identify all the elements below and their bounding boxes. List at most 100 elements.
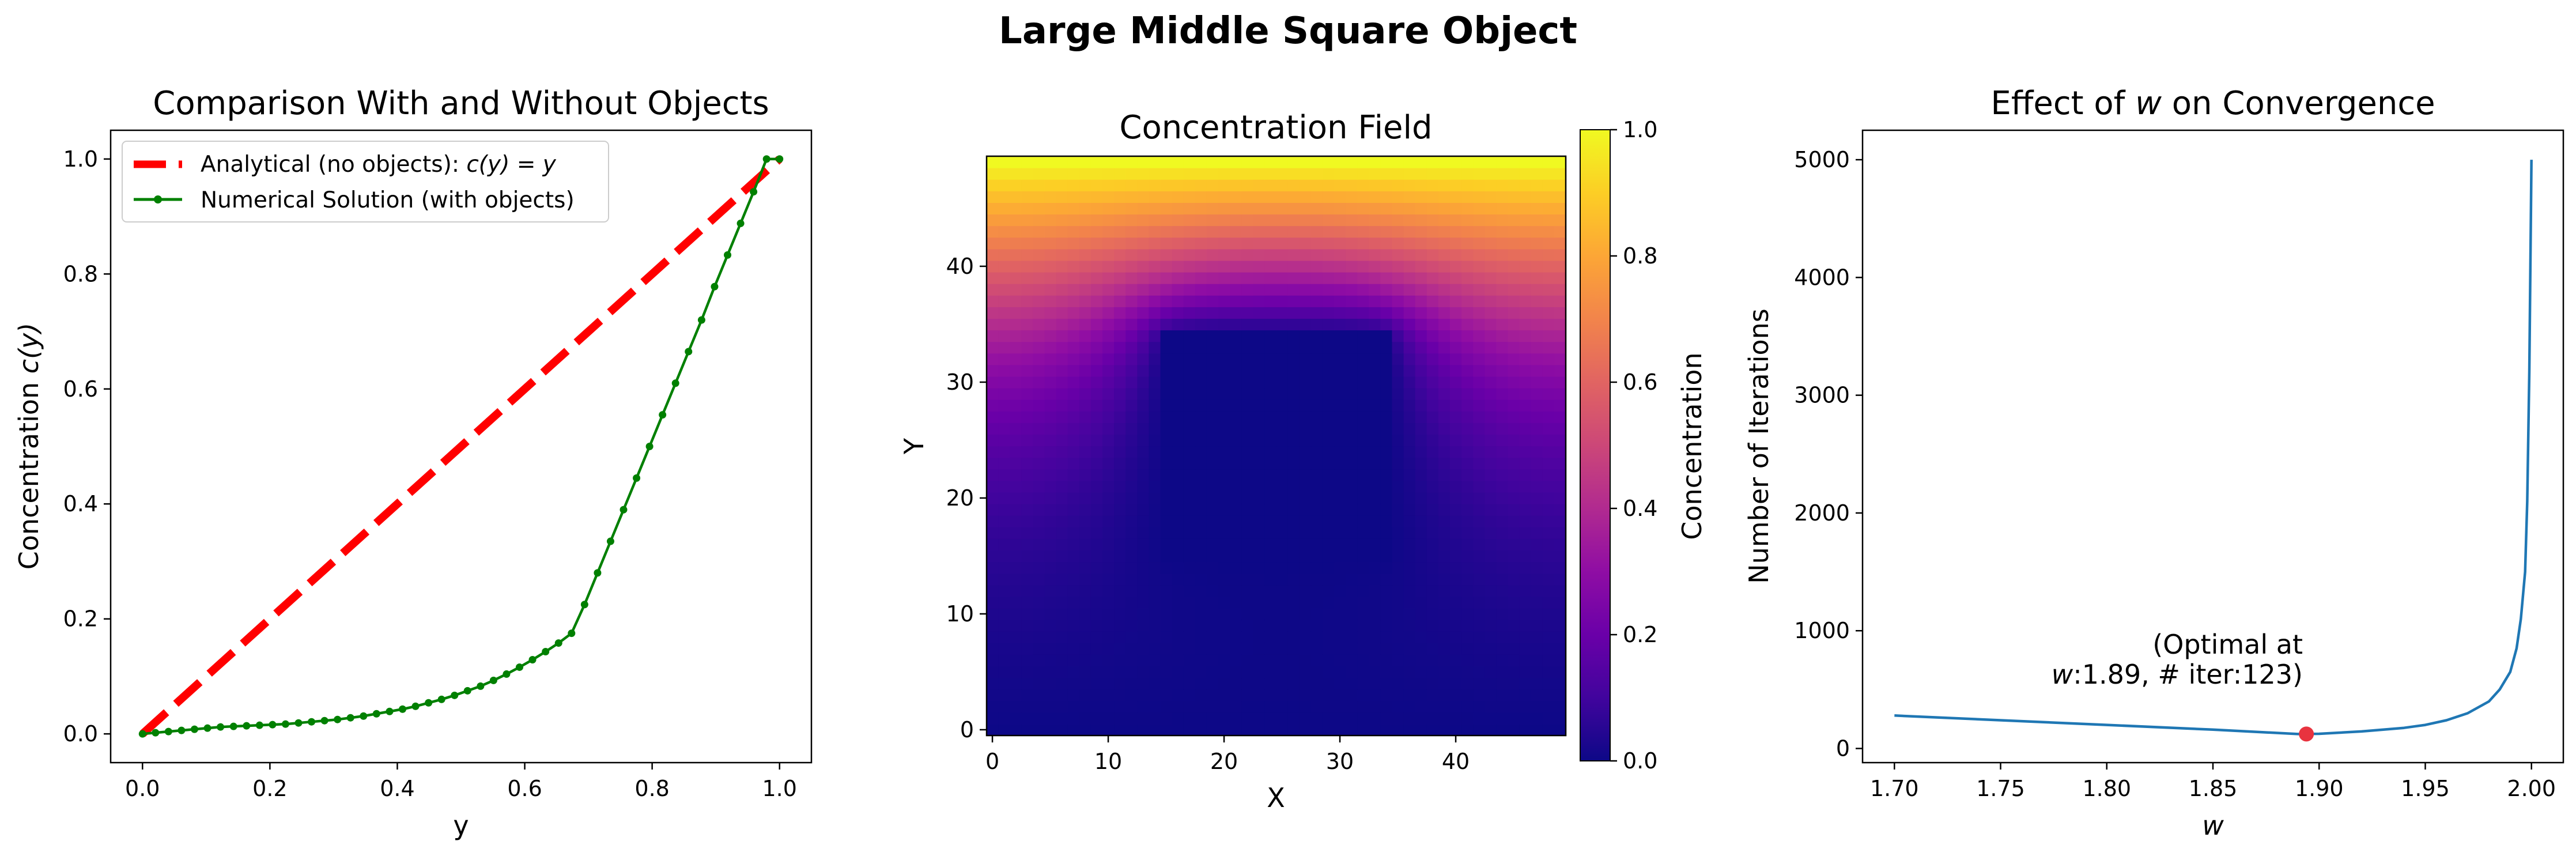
- panel-convergence: Effect of w on Convergence 1.70 1.75 1.80 1…: [1743, 85, 2564, 841]
- heatmap-cell: [1056, 550, 1068, 563]
- heatmap-cell: [1380, 712, 1393, 725]
- heatmap-cell: [1322, 654, 1335, 666]
- heatmap-cell: [1357, 284, 1369, 296]
- heatmap-cell: [1033, 492, 1045, 504]
- heatmap-cell: [1079, 388, 1091, 400]
- heatmap-cell: [1334, 643, 1346, 655]
- heatmap-cell: [1473, 307, 1485, 319]
- heatmap-cell: [987, 156, 999, 168]
- heatmap-cell: [1149, 353, 1161, 365]
- heatmap-cell: [1438, 480, 1451, 493]
- heatmap-cell: [1241, 202, 1253, 215]
- heatmap-cell: [1519, 457, 1532, 470]
- heatmap-cell: [1357, 492, 1369, 504]
- heatmap-cell: [1369, 399, 1381, 412]
- heatmap-cell: [1531, 156, 1543, 168]
- heatmap-cell: [1380, 237, 1393, 250]
- heatmap-cell: [1149, 214, 1161, 227]
- heatmap-cell: [1230, 631, 1242, 643]
- heatmap-cell: [1496, 156, 1509, 168]
- heatmap-cell: [1310, 677, 1323, 690]
- heatmap-cell: [1369, 225, 1381, 238]
- heatmap-cell: [1310, 723, 1323, 736]
- heatmap-cell: [1183, 202, 1196, 215]
- heatmap-cell: [1415, 457, 1427, 470]
- heatmap-cell: [1299, 295, 1312, 307]
- heatmap-cell: [998, 341, 1010, 354]
- panel1-ytick-label: 0.6: [63, 376, 98, 402]
- heatmap-cell: [1044, 388, 1057, 400]
- heatmap-cell: [1531, 504, 1543, 516]
- heatmap-cell: [1253, 341, 1265, 354]
- heatmap-cell: [1125, 446, 1138, 458]
- heatmap-cell: [1450, 260, 1462, 273]
- heatmap-cell: [1114, 700, 1126, 713]
- heatmap-cell: [987, 295, 999, 307]
- heatmap-cell: [1531, 364, 1543, 377]
- panel2-xtick-label: 10: [1094, 749, 1122, 774]
- heatmap-cell: [1403, 168, 1416, 180]
- heatmap-cell: [1334, 596, 1346, 609]
- heatmap-cell: [1241, 689, 1253, 702]
- heatmap-cell: [1542, 620, 1555, 632]
- heatmap-cell: [1369, 515, 1381, 527]
- heatmap-cell: [1519, 307, 1532, 319]
- heatmap-cell: [1531, 341, 1543, 354]
- heatmap-cell: [1102, 307, 1115, 319]
- heatmap-cell: [1079, 225, 1091, 238]
- heatmap-cell: [1438, 318, 1451, 331]
- heatmap-cell: [1380, 492, 1393, 504]
- heatmap-cell: [1461, 364, 1474, 377]
- heatmap-cell: [1056, 631, 1068, 643]
- heatmap-cell: [1021, 538, 1033, 550]
- heatmap-cell: [1554, 423, 1566, 435]
- heatmap-cell: [1415, 341, 1427, 354]
- heatmap-cell: [1322, 585, 1335, 597]
- heatmap-cell: [1056, 504, 1068, 516]
- heatmap-cell: [1033, 388, 1045, 400]
- heatmap-cell: [1230, 423, 1242, 435]
- heatmap-cell: [1253, 666, 1265, 678]
- heatmap-cell: [1496, 248, 1509, 261]
- heatmap-cell: [1287, 179, 1300, 191]
- heatmap-cell: [1264, 515, 1277, 527]
- heatmap-cell: [1137, 202, 1149, 215]
- heatmap-cell: [1183, 411, 1196, 423]
- heatmap-cell: [1218, 666, 1230, 678]
- panel1-ytick-label: 0.0: [63, 721, 98, 746]
- heatmap-cell: [1519, 295, 1532, 307]
- heatmap-cell: [1473, 353, 1485, 365]
- heatmap-cell: [1183, 307, 1196, 319]
- heatmap-cell: [1206, 457, 1219, 470]
- heatmap-cell: [1010, 457, 1022, 470]
- heatmap-cell: [1241, 388, 1253, 400]
- heatmap-cell: [1241, 272, 1253, 284]
- heatmap-cell: [1322, 620, 1335, 632]
- heatmap-cell: [1415, 469, 1427, 481]
- heatmap-cell: [1426, 423, 1439, 435]
- heatmap-cell: [1264, 272, 1277, 284]
- heatmap-cell: [1137, 527, 1149, 539]
- heatmap-cell: [1403, 538, 1416, 550]
- heatmap-cell: [1276, 677, 1289, 690]
- heatmap-cell: [1310, 168, 1323, 180]
- heatmap-cell: [1195, 561, 1207, 574]
- heatmap-cell: [1125, 260, 1138, 273]
- heatmap-cell: [1473, 492, 1485, 504]
- heatmap-cell: [998, 608, 1010, 620]
- heatmap-cell: [1473, 515, 1485, 527]
- numerical-point: [489, 676, 497, 684]
- heatmap-cell: [1299, 585, 1312, 597]
- heatmap-cell: [1450, 631, 1462, 643]
- heatmap-cell: [1357, 179, 1369, 191]
- heatmap-cell: [1253, 214, 1265, 227]
- heatmap-cell: [1426, 527, 1439, 539]
- heatmap-cell: [1044, 411, 1057, 423]
- heatmap-cell: [1485, 666, 1497, 678]
- heatmap-cell: [1496, 202, 1509, 215]
- numerical-point: [736, 220, 745, 228]
- heatmap-cell: [1346, 631, 1358, 643]
- heatmap-cell: [1450, 666, 1462, 678]
- panel-comparison: Comparison With and Without Objects 0.0 0…: [13, 85, 813, 841]
- heatmap-cell: [1531, 353, 1543, 365]
